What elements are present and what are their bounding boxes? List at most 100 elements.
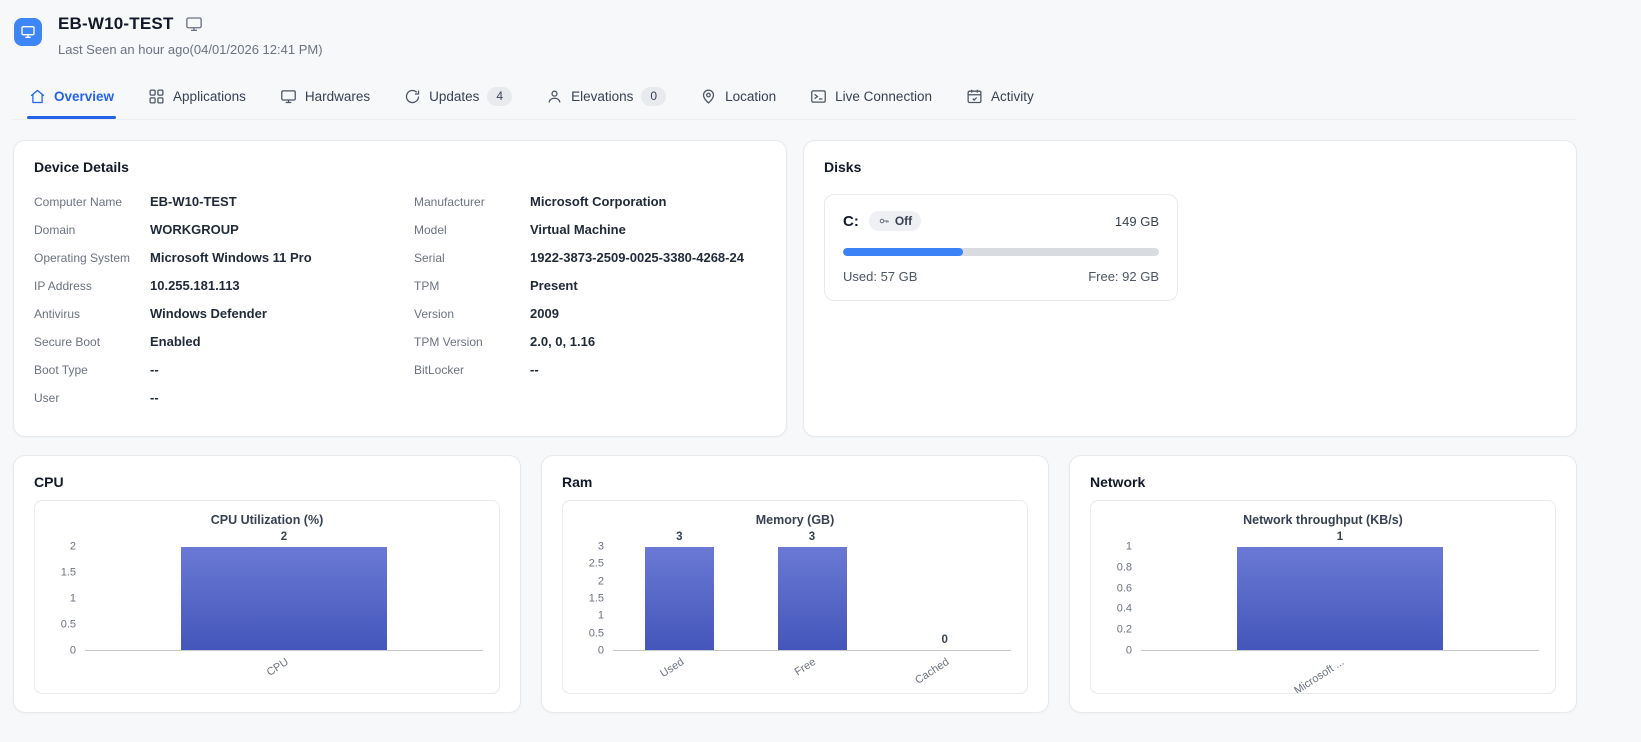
bar: 3: [644, 531, 714, 650]
device-overview-page: EB-W10-TEST Last Seen an hour ago(04/01/…: [13, 14, 1577, 713]
tab-location[interactable]: Location: [698, 82, 778, 118]
detail-row: TPM Present: [414, 278, 766, 293]
tab-live-connection[interactable]: Live Connection: [808, 82, 934, 118]
detail-row: Manufacturer Microsoft Corporation: [414, 194, 766, 209]
y-tick-label: 1: [1125, 540, 1132, 553]
bar-value-label: 1: [1336, 531, 1344, 543]
detail-label: Antivirus: [34, 307, 81, 321]
detail-label: Version: [414, 307, 455, 321]
bar-slot: 3 Used: [613, 531, 746, 680]
detail-label: Model: [414, 223, 447, 237]
page-header: EB-W10-TEST Last Seen an hour ago(04/01/…: [13, 14, 1577, 57]
x-axis-label: CPU: [264, 656, 291, 679]
y-tick-label: 0: [1125, 644, 1132, 657]
detail-label: BitLocker: [414, 363, 465, 377]
chart-plot-area: 0 0.5 1 1.5 2 2.5 3 3 Used 3 Free 0 Cached: [579, 531, 1011, 687]
detail-row: BitLocker --: [414, 362, 766, 377]
network-throughput-chart: Network throughput (KB/s) 0 0.2 0.4 0.6 0.8 1 1…: [1090, 500, 1556, 694]
detail-row: TPM Version 2.0, 0, 1.16: [414, 334, 766, 349]
calendar-icon: [967, 89, 982, 104]
device-details-left-column: Computer Name EB-W10-TEST Domain WORKGROUP O…: [34, 194, 386, 418]
bar-slot: 3 Free: [746, 531, 879, 678]
disk-item: C: Off 149 GB Used: 57 GB Free: 92 GB: [824, 194, 1178, 301]
x-axis-label: Cached: [912, 656, 952, 687]
detail-value: Present: [530, 278, 578, 293]
detail-label: TPM: [414, 279, 440, 293]
detail-value: 1922-3873-2509-0025-3380-4268-24: [530, 250, 744, 265]
disk-total-size: 149 GB: [1114, 213, 1159, 229]
device-details-right-column: Manufacturer Microsoft Corporation Model Vi…: [414, 194, 766, 418]
tab-applications[interactable]: Applications: [146, 82, 248, 118]
y-tick-label: 2: [69, 540, 76, 553]
detail-label: IP Address: [34, 279, 92, 293]
detail-label: Secure Boot: [34, 335, 101, 349]
chart-plot-area: 0 0.5 1 1.5 2 2 CPU: [51, 531, 483, 679]
tab-elevations[interactable]: Elevations 0: [544, 81, 668, 119]
user-icon: [548, 90, 561, 103]
y-tick-label: 0.4: [1116, 602, 1132, 615]
chart-title: CPU Utilization (%): [210, 513, 324, 527]
detail-label: Domain: [34, 223, 76, 237]
key-icon: [879, 218, 889, 224]
chart-plot-area: 0 0.2 0.4 0.6 0.8 1 1 Microsoft ...: [1107, 531, 1539, 693]
cpu-card-title: CPU: [34, 474, 64, 490]
bar-slot: 2 CPU: [85, 531, 483, 679]
y-tick-label: 1: [597, 609, 604, 622]
detail-label: Serial: [414, 251, 445, 265]
terminal-icon: [811, 90, 827, 103]
network-card-title: Network: [1090, 474, 1146, 490]
detail-row: Version 2009: [414, 306, 766, 321]
detail-label: Computer Name: [34, 195, 123, 209]
tab-activity[interactable]: Activity: [964, 82, 1036, 118]
elevations-count-badge: 0: [641, 87, 667, 106]
header-text: EB-W10-TEST Last Seen an hour ago(04/01/…: [58, 14, 323, 57]
detail-row: Operating System Microsoft Windows 11 Pro: [34, 250, 386, 265]
detail-value: Microsoft Windows 11 Pro: [150, 250, 312, 265]
tab-overview[interactable]: Overview: [27, 82, 117, 119]
detail-row: Secure Boot Enabled: [34, 334, 386, 349]
disks-title: Disks: [824, 159, 862, 175]
device-details-card: Device Details Computer Name EB-W10-TEST D…: [13, 140, 787, 437]
bar-value-label: 0: [941, 634, 948, 646]
y-axis: 0 0.5 1 1.5 2 2.5 3: [579, 541, 613, 656]
detail-value: Enabled: [150, 334, 201, 349]
detail-label: TPM Version: [414, 335, 483, 349]
y-tick-label: 1: [69, 592, 76, 605]
detail-value: 2009: [530, 306, 559, 321]
detail-value: EB-W10-TEST: [150, 194, 237, 209]
detail-row: Boot Type --: [34, 362, 386, 377]
device-details-title: Device Details: [34, 159, 129, 175]
detail-value: WORKGROUP: [150, 222, 239, 237]
y-tick-label: 0.8: [1116, 561, 1132, 574]
bar-value-label: 3: [808, 531, 816, 543]
tab-updates[interactable]: Updates 4: [402, 81, 514, 119]
y-tick-label: 0: [69, 644, 76, 657]
detail-label: Boot Type: [34, 363, 88, 377]
disk-usage-bar: [843, 248, 1159, 256]
y-tick-label: 0.6: [1116, 582, 1132, 595]
bitlocker-status-badge: Off: [868, 211, 922, 231]
tab-label: Updates: [429, 89, 480, 104]
y-axis: 0 0.5 1 1.5 2: [51, 541, 85, 656]
y-tick-label: 3: [597, 540, 604, 553]
tab-label: Live Connection: [835, 89, 932, 104]
device-avatar-icon: [14, 18, 42, 46]
cpu-card: CPU CPU Utilization (%) 0 0.5 1 1.5 2 2 CPU: [13, 455, 521, 713]
plot: 3 Used 3 Free 0 Cached: [613, 531, 1011, 687]
tab-hardwares[interactable]: Hardwares: [278, 82, 372, 118]
page-title: EB-W10-TEST: [58, 14, 174, 33]
detail-row: Antivirus Windows Defender: [34, 306, 386, 321]
cpu-utilization-chart: CPU Utilization (%) 0 0.5 1 1.5 2 2 CPU: [34, 500, 500, 694]
disk-free-label: Free: 92 GB: [1088, 269, 1159, 284]
ram-card-title: Ram: [562, 474, 593, 490]
x-axis-label: Free: [793, 656, 819, 679]
pin-icon: [702, 89, 715, 104]
y-tick-label: 0: [597, 644, 604, 657]
plot: 1 Microsoft ...: [1141, 531, 1539, 693]
bar-value-label: 2: [280, 531, 288, 543]
y-tick-label: 1.5: [60, 566, 76, 579]
bar: 1: [1236, 531, 1444, 650]
bar-value-label: 3: [676, 531, 683, 543]
monitor-icon: [185, 15, 203, 33]
disk-used-label: Used: 57 GB: [843, 269, 918, 284]
